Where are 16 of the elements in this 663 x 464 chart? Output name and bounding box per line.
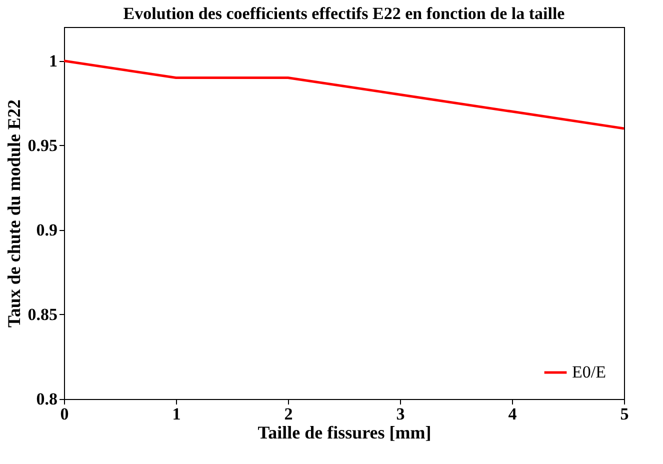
x-tick-label: 4 [508,404,518,424]
x-axis-title: Taille de fissures [mm] [258,422,432,442]
x-tick-label: 5 [620,404,629,424]
x-tick-label: 2 [284,404,293,424]
y-tick-label: 0.8 [36,390,58,408]
y-axis-title: Taux de chute du module E22 [4,100,24,328]
y-tick-label: 1 [49,51,58,70]
x-tick-label: 3 [396,404,405,424]
chart-title: Evolution des coefficients effectifs E22 en fonction de la taille [123,4,566,23]
line-series [64,60,624,130]
y-tick-label: 0.9 [36,220,58,240]
y-tick-label: 0.95 [28,136,58,155]
x-tick-label: 1 [172,404,181,424]
y-tick-label: 0.85 [28,304,58,324]
legend-label: E0/E [572,362,606,382]
x-tick-label: 0 [60,404,69,424]
